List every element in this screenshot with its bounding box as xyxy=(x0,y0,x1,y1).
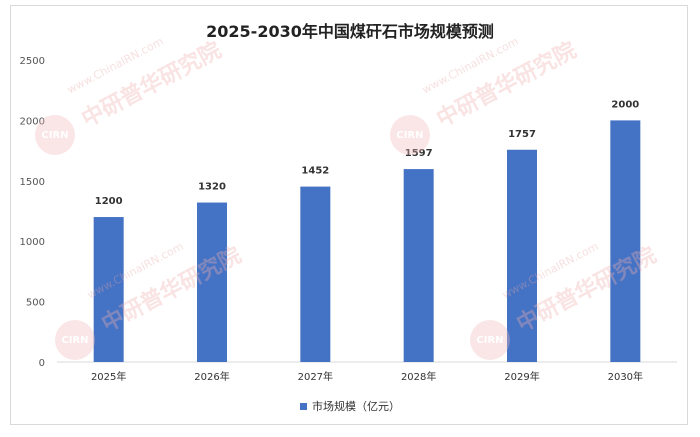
y-tick-label: 500 xyxy=(26,298,45,309)
x-category-label: 2026年 xyxy=(194,370,229,383)
bars xyxy=(93,120,641,363)
bar xyxy=(300,186,331,362)
y-tick-label: 1000 xyxy=(20,237,45,248)
y-tick-label: 1500 xyxy=(20,177,45,188)
data-label: 2000 xyxy=(611,99,639,110)
legend-swatch xyxy=(300,402,307,410)
bar xyxy=(507,149,537,362)
data-label: 1200 xyxy=(95,196,123,207)
y-tick-label: 2500 xyxy=(20,56,45,67)
data-label: 1757 xyxy=(508,129,536,140)
chart-title: 2025-2030年中国煤矸石市场规模预测 xyxy=(206,22,494,41)
x-category-label: 2027年 xyxy=(298,370,333,383)
x-category-label: 2030年 xyxy=(608,370,643,383)
y-axis-ticks: 0 500 1000 1500 2000 2500 xyxy=(20,56,45,369)
y-tick-label: 2000 xyxy=(20,116,45,127)
legend: 市场规模（亿元） xyxy=(0,398,700,414)
y-tick-label: 0 xyxy=(39,358,45,369)
data-labels: 1200 1320 1452 1597 1757 2000 xyxy=(95,99,640,207)
x-category-label: 2025年 xyxy=(91,370,126,383)
data-label: 1320 xyxy=(198,182,226,193)
legend-label: 市场规模（亿元） xyxy=(312,400,400,413)
data-label: 1597 xyxy=(405,148,433,159)
bar xyxy=(93,217,124,362)
x-category-label: 2028年 xyxy=(401,370,436,383)
x-category-label: 2029年 xyxy=(504,370,539,383)
bar xyxy=(197,202,227,362)
x-axis-categories: 2025年 2026年 2027年 2028年 2029年 2030年 xyxy=(91,370,643,383)
data-label: 1452 xyxy=(301,166,329,177)
bar xyxy=(610,120,641,363)
bar xyxy=(403,169,434,362)
